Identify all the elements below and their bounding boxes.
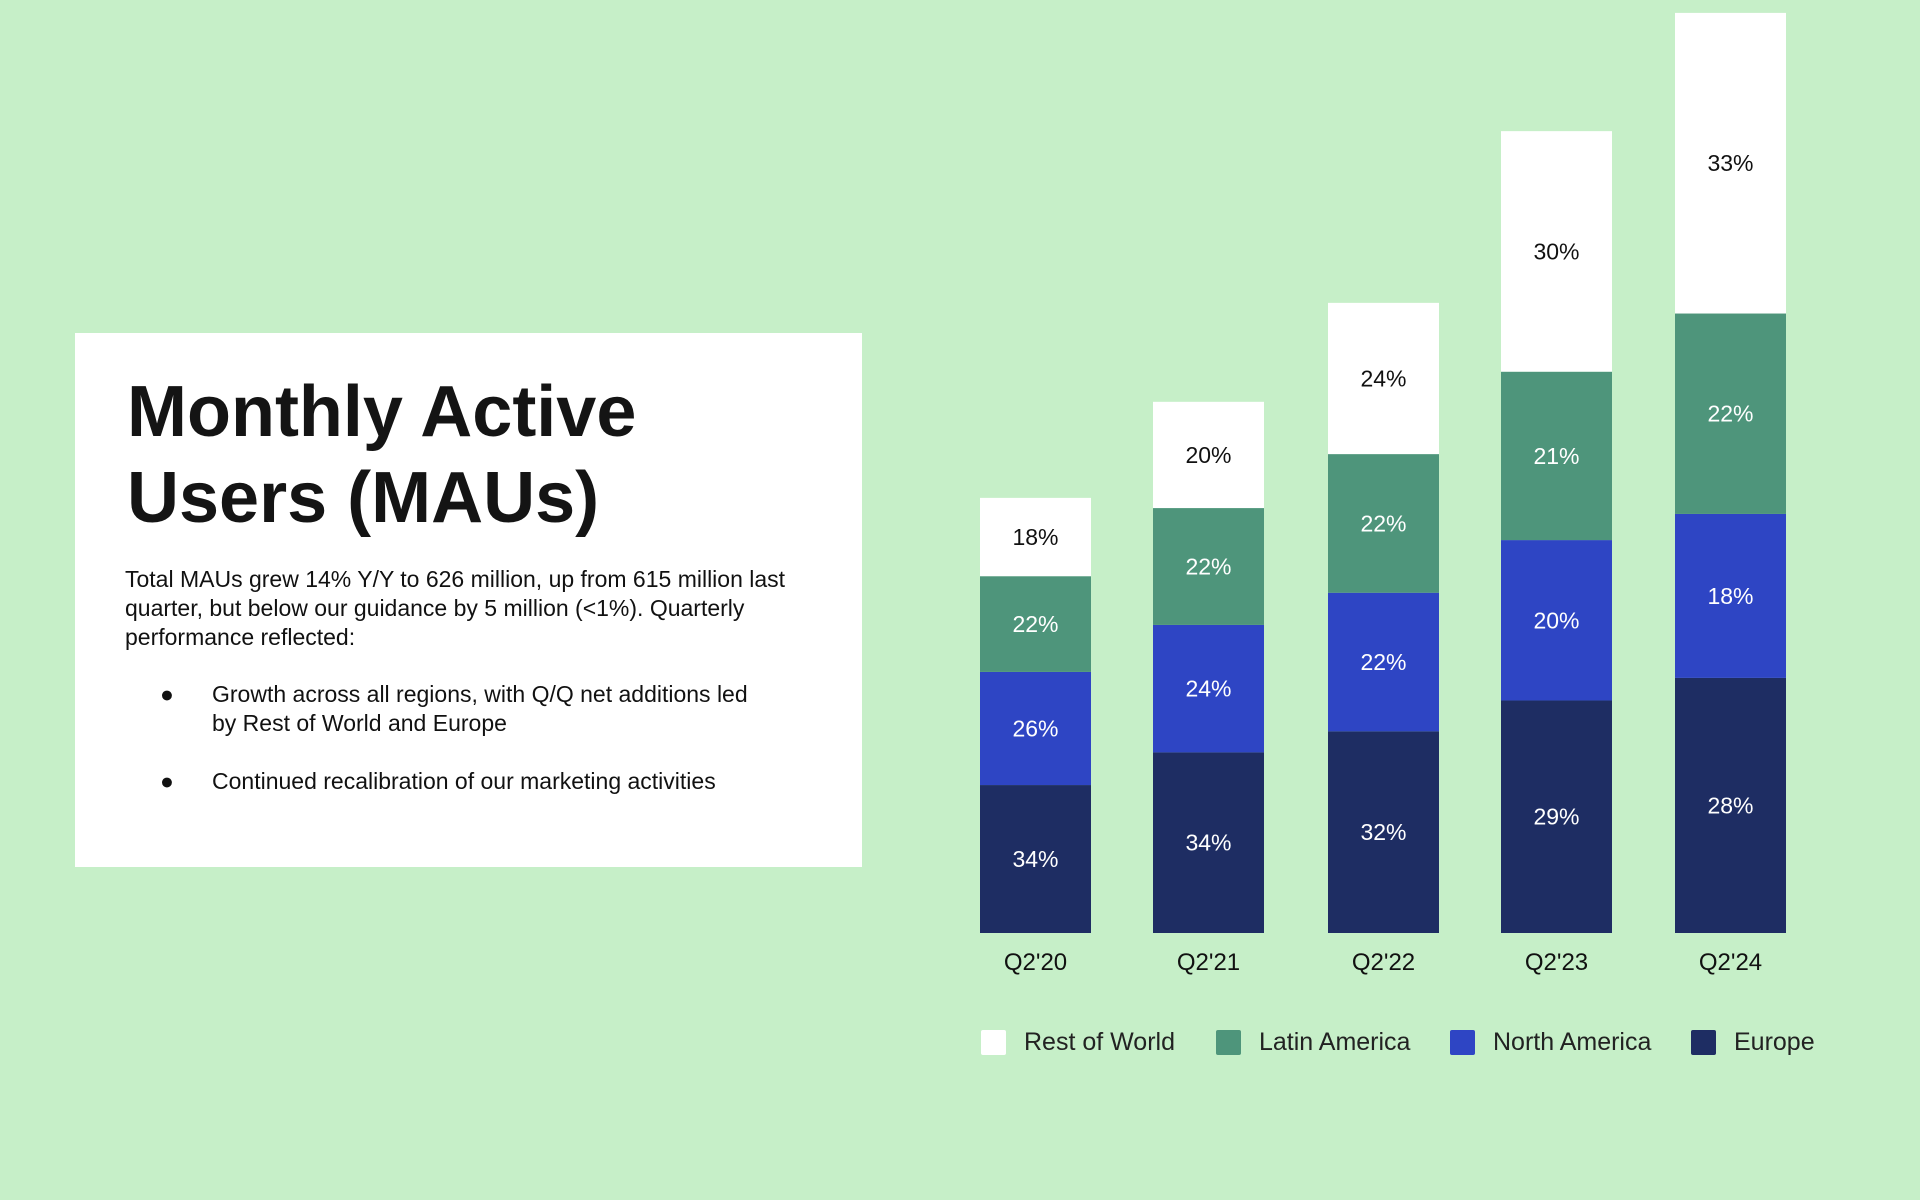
bar-segment-latin-america	[1328, 454, 1439, 593]
legend-swatch	[1216, 1030, 1241, 1055]
legend-swatch	[1450, 1030, 1475, 1055]
data-label: 22%	[1360, 649, 1406, 675]
data-label: 20%	[1533, 607, 1579, 633]
data-label: 34%	[1185, 830, 1231, 856]
legend-item: Latin America	[1216, 1028, 1410, 1057]
bar-segment-europe	[1501, 700, 1612, 933]
legend-item: North America	[1450, 1028, 1651, 1057]
legend-label: Europe	[1734, 1028, 1815, 1056]
data-label: 18%	[1707, 583, 1753, 609]
data-label: 28%	[1707, 792, 1753, 818]
legend-item: Europe	[1691, 1028, 1815, 1057]
bar-segment-north-america	[980, 671, 1091, 786]
data-label: 30%	[1533, 238, 1579, 264]
bar-segment-europe	[980, 785, 1091, 933]
bar-segment-latin-america	[1501, 371, 1612, 541]
data-label: 22%	[1185, 553, 1231, 579]
bar-segment-rest-of-world	[1675, 12, 1786, 314]
bar-segment-latin-america	[1153, 508, 1264, 625]
data-label: 34%	[1012, 846, 1058, 872]
legend-label: North America	[1493, 1028, 1652, 1056]
data-label: 29%	[1533, 804, 1579, 830]
x-tick-label: Q2'20	[1004, 949, 1067, 976]
data-label: 33%	[1707, 150, 1753, 176]
legend-label: Rest of World	[1024, 1028, 1175, 1056]
legend-swatch	[1691, 1030, 1716, 1055]
data-label: 18%	[1012, 524, 1058, 550]
bar-segment-north-america	[1501, 540, 1612, 701]
data-label: 21%	[1533, 443, 1579, 469]
x-tick-label: Q2'23	[1525, 949, 1588, 976]
legend-label: Latin America	[1259, 1028, 1411, 1056]
data-label: 24%	[1360, 365, 1406, 391]
summary-text: Total MAUs grew 14% Y/Y to 626 million, …	[125, 566, 786, 650]
x-tick-label: Q2'24	[1699, 949, 1762, 976]
data-label: 20%	[1185, 442, 1231, 468]
bar-segment-rest-of-world	[980, 497, 1091, 577]
bar-segment-europe	[1153, 752, 1264, 933]
data-label: 32%	[1360, 819, 1406, 845]
bar-segment-latin-america	[980, 576, 1091, 672]
bar-segment-north-america	[1328, 592, 1439, 732]
bar-segment-europe	[1675, 677, 1786, 933]
legend-item: Rest of World	[981, 1028, 1175, 1057]
page-title: Monthly Active Users (MAUs)	[127, 372, 637, 538]
data-label: 22%	[1012, 611, 1058, 637]
bullet-icon: ●	[160, 768, 174, 794]
bar-segment-rest-of-world	[1153, 401, 1264, 509]
x-tick-label: Q2'22	[1352, 949, 1415, 976]
data-label: 26%	[1012, 715, 1058, 741]
bar-segment-rest-of-world	[1501, 131, 1612, 372]
legend-swatch	[981, 1030, 1006, 1055]
summary-card: Monthly Active Users (MAUs) Total MAUs gr…	[75, 333, 862, 867]
data-label: 22%	[1707, 401, 1753, 427]
bar-segment-north-america	[1153, 624, 1264, 753]
x-tick-label: Q2'21	[1177, 949, 1240, 976]
data-label: 24%	[1185, 676, 1231, 702]
bar-segment-north-america	[1675, 513, 1786, 678]
bar-segment-latin-america	[1675, 313, 1786, 514]
bar-segment-europe	[1328, 731, 1439, 933]
bullet-icon: ●	[160, 681, 174, 707]
bar-segment-rest-of-world	[1328, 302, 1439, 455]
data-label: 22%	[1360, 510, 1406, 536]
